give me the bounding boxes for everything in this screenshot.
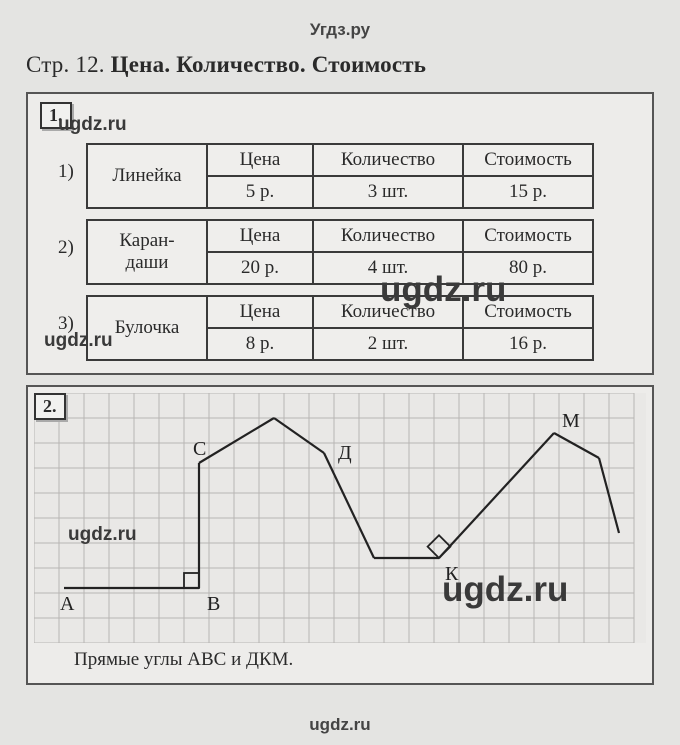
col-header: Стоимость: [463, 144, 593, 176]
price-cell: 8 р.: [207, 328, 313, 360]
item-name-cell: Булочка: [87, 296, 207, 360]
price-table: Линейка Цена Количество Стоимость 5 р. 3…: [86, 143, 594, 209]
exercise-2-block: 2. А В С Д К М Прямые углы АВС и ДКМ.: [26, 385, 654, 685]
svg-text:К: К: [445, 563, 459, 585]
table-row-3: 3) Булочка Цена Количество Стоимость 8 р…: [58, 295, 640, 361]
item-name-cell: Линейка: [87, 144, 207, 208]
grid-lines: [34, 393, 634, 643]
row-index: 1): [58, 143, 86, 183]
task-number-2: 2.: [34, 393, 66, 420]
col-header: Цена: [207, 220, 313, 252]
qty-cell: 3 шт.: [313, 176, 463, 208]
geometry-drawing: А В С Д К М: [60, 410, 619, 615]
svg-text:В: В: [207, 593, 220, 615]
task-number-1: 1.: [40, 102, 72, 129]
exercise-1-block: 1. 1) Линейка Цена Количество Стоимость …: [26, 92, 654, 375]
cost-cell: 80 р.: [463, 252, 593, 284]
svg-text:М: М: [562, 410, 580, 432]
table-row-1: 1) Линейка Цена Количество Стоимость 5 р…: [58, 143, 640, 209]
row-index: 3): [58, 295, 86, 335]
geometry-caption: Прямые углы АВС и ДКМ.: [34, 643, 646, 677]
svg-text:Д: Д: [338, 442, 352, 464]
col-header: Количество: [313, 144, 463, 176]
heading-bold: Цена. Количество. Стоимость: [111, 52, 426, 77]
item-name-line1: Каран-: [119, 230, 174, 251]
col-header: Количество: [313, 220, 463, 252]
row-index: 2): [58, 219, 86, 259]
table-row-2: 2) Каран- даши Цена Количество Стоимость…: [58, 219, 640, 285]
price-table: Каран- даши Цена Количество Стоимость 20…: [86, 219, 594, 285]
cost-cell: 16 р.: [463, 328, 593, 360]
price-cell: 5 р.: [207, 176, 313, 208]
svg-text:А: А: [60, 593, 75, 615]
geometry-grid: А В С Д К М: [34, 393, 646, 643]
qty-cell: 4 шт.: [313, 252, 463, 284]
item-name-line2: даши: [126, 252, 169, 273]
svg-text:С: С: [193, 438, 206, 460]
col-header: Стоимость: [463, 296, 593, 328]
top-site-watermark: Угдз.ру: [26, 20, 654, 40]
geometry-svg: А В С Д К М: [34, 393, 646, 643]
page-heading: Стр. 12. Цена. Количество. Стоимость: [26, 52, 654, 78]
price-table: Булочка Цена Количество Стоимость 8 р. 2…: [86, 295, 594, 361]
price-cell: 20 р.: [207, 252, 313, 284]
col-header: Количество: [313, 296, 463, 328]
col-header: Цена: [207, 296, 313, 328]
heading-prefix: Стр. 12.: [26, 52, 111, 77]
col-header: Цена: [207, 144, 313, 176]
bottom-site-watermark: ugdz.ru: [26, 715, 654, 735]
cost-cell: 15 р.: [463, 176, 593, 208]
qty-cell: 2 шт.: [313, 328, 463, 360]
col-header: Стоимость: [463, 220, 593, 252]
item-name-cell: Каран- даши: [87, 220, 207, 284]
